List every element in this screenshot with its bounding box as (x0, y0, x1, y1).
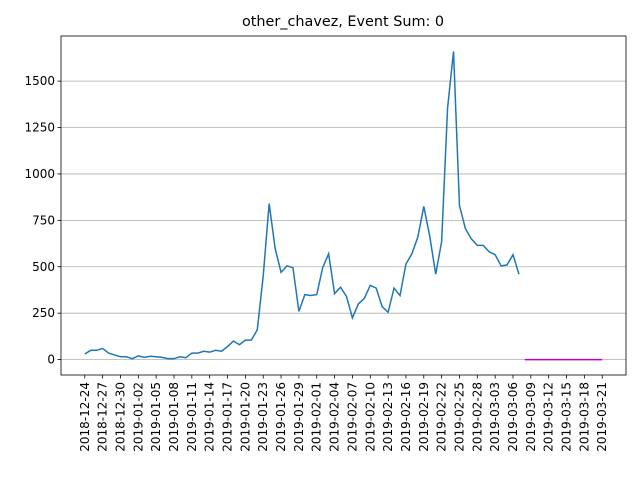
y-tick-label: 750 (32, 213, 55, 227)
x-tick-label: 2019-02-22 (435, 382, 449, 452)
x-tick-label: 2019-02-13 (381, 382, 395, 452)
x-tick-label: 2019-01-29 (292, 382, 306, 452)
x-tick-label: 2019-01-08 (167, 382, 181, 452)
plot-frame (60, 35, 627, 376)
x-tick-label: 2019-03-06 (506, 382, 520, 452)
x-tick-label: 2019-02-07 (345, 382, 359, 452)
x-tick-label: 2019-01-20 (238, 382, 252, 452)
x-tick-label: 2019-03-21 (595, 382, 609, 452)
series-line (84, 51, 520, 360)
y-tick-label: 0 (47, 353, 55, 367)
chart-title: other_chavez, Event Sum: 0 (242, 14, 444, 30)
x-tick-label: 2019-01-05 (149, 382, 163, 452)
x-tick-label: 2019-03-03 (488, 382, 502, 452)
y-tick-label: 1500 (24, 74, 55, 88)
y-tick-label: 1250 (24, 121, 55, 135)
x-tick-label: 2019-03-09 (524, 382, 538, 452)
x-tick-label: 2019-01-11 (185, 382, 199, 452)
x-tick-label: 2018-12-24 (78, 382, 92, 452)
x-tick-label: 2018-12-30 (113, 382, 127, 452)
x-tick-label: 2019-02-01 (310, 382, 324, 452)
x-tick-label: 2019-02-19 (417, 382, 431, 452)
x-tick-label: 2019-01-02 (131, 382, 145, 452)
x-tick-label: 2019-02-04 (328, 382, 342, 452)
x-tick-label: 2019-03-18 (577, 382, 591, 452)
y-tick-label: 500 (32, 260, 55, 274)
x-tick-label: 2019-01-14 (203, 382, 217, 452)
y-tick-label: 250 (32, 306, 55, 320)
x-tick-label: 2019-01-17 (221, 382, 235, 452)
y-tick-label: 1000 (24, 167, 55, 181)
x-tick-label: 2019-02-25 (452, 382, 466, 452)
x-tick-label: 2018-12-27 (96, 382, 110, 452)
x-tick-label: 2019-02-10 (363, 382, 377, 452)
x-tick-label: 2019-01-23 (256, 382, 270, 452)
x-tick-label: 2019-03-12 (542, 382, 556, 452)
x-tick-label: 2019-01-26 (274, 382, 288, 452)
x-tick-label: 2019-03-15 (560, 382, 574, 452)
x-tick-label: 2019-02-28 (470, 382, 484, 452)
x-tick-label: 2019-02-16 (399, 382, 413, 452)
